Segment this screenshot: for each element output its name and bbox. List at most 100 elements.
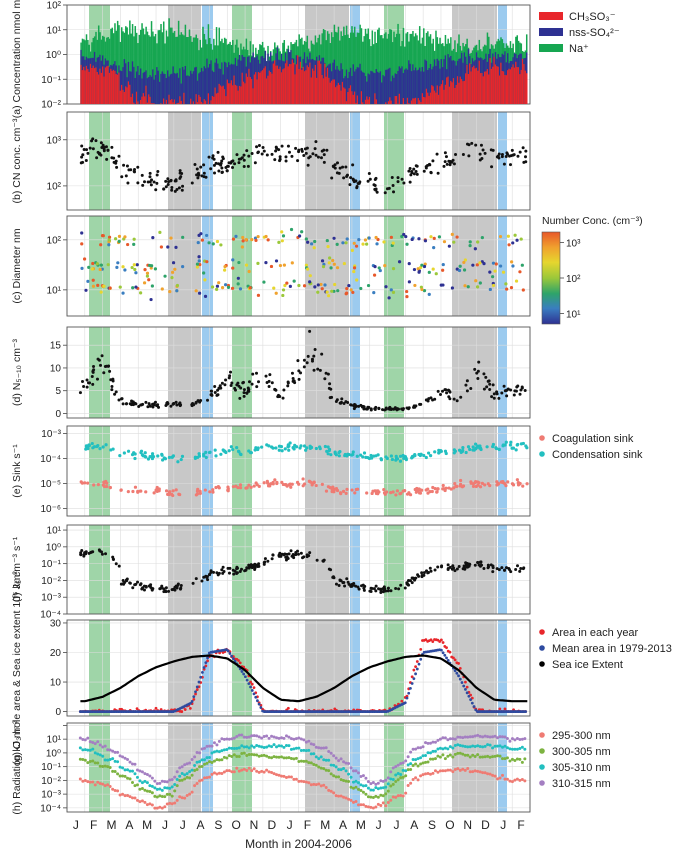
point-c-1-104 xyxy=(459,265,462,268)
bar-ch3-38 xyxy=(132,94,134,104)
point-g-1-229 xyxy=(473,705,476,708)
point-b-242 xyxy=(490,165,493,168)
bar-ch3-126 xyxy=(251,79,253,104)
point-b-304 xyxy=(320,156,323,159)
point-e-1-47 xyxy=(467,445,470,448)
bar-ch3-183 xyxy=(328,78,330,104)
ytick-label-c-0: 10¹ xyxy=(47,285,62,296)
point-c-0-35 xyxy=(361,243,364,246)
point-h-0-159 xyxy=(474,769,477,772)
bar-ch3-324 xyxy=(519,74,521,104)
point-e-0-204 xyxy=(158,487,161,490)
point-e-1-32 xyxy=(180,458,183,461)
point-c-2-37 xyxy=(102,285,105,288)
point-h-3-118 xyxy=(372,781,375,784)
point-d-80 xyxy=(86,379,89,382)
point-f-221 xyxy=(145,586,148,589)
point-e-1-72 xyxy=(144,451,147,454)
point-h-0-11 xyxy=(106,783,109,786)
bar-ch3-122 xyxy=(246,73,248,104)
point-c-1-107 xyxy=(99,268,102,271)
bar-nss-242 xyxy=(408,60,410,104)
bar-ch3-92 xyxy=(205,101,207,104)
point-b-286 xyxy=(99,154,102,157)
point-e-1-21 xyxy=(485,445,488,448)
point-h-1-45 xyxy=(191,774,194,777)
point-c-2-28 xyxy=(390,288,393,291)
bar-nss-210 xyxy=(365,76,367,104)
point-c-1-26 xyxy=(136,263,139,266)
point-f-206 xyxy=(414,577,417,580)
bar-ch3-285 xyxy=(466,65,468,104)
point-b-211 xyxy=(181,185,184,188)
point-c-0-111 xyxy=(280,230,283,233)
point-e-0-29 xyxy=(506,480,509,483)
bar-ch3-94 xyxy=(208,93,210,104)
bar-ch3-120 xyxy=(243,82,245,104)
bar-ch3-175 xyxy=(317,61,319,104)
point-h-1-156 xyxy=(466,754,469,757)
point-c-2-70 xyxy=(392,291,395,294)
bar-ch3-293 xyxy=(477,71,479,104)
point-h-3-32 xyxy=(158,782,161,785)
point-e-1-119 xyxy=(351,453,354,456)
point-h-0-34 xyxy=(163,805,166,808)
point-b-235 xyxy=(522,161,525,164)
point-c-2-44 xyxy=(297,284,300,287)
point-b-53 xyxy=(205,176,208,179)
point-f-212 xyxy=(447,568,450,571)
band-e-2 xyxy=(202,426,213,516)
bar-ch3-148 xyxy=(281,72,283,104)
point-f-84 xyxy=(104,552,107,555)
point-d-171 xyxy=(175,401,178,404)
point-d-177 xyxy=(291,372,294,375)
point-e-0-147 xyxy=(394,493,397,496)
bar-ch3-323 xyxy=(518,67,520,104)
point-c-0-84 xyxy=(118,240,121,243)
bar-nss-216 xyxy=(373,73,375,104)
point-d-298 xyxy=(325,372,328,375)
band-b-0 xyxy=(89,112,110,210)
point-h-2-102 xyxy=(332,764,335,767)
point-e-1-174 xyxy=(250,451,253,454)
point-g-1-96 xyxy=(244,675,247,678)
point-g-0-225 xyxy=(466,686,469,689)
point-b-249 xyxy=(466,143,469,146)
bar-ch3-290 xyxy=(473,66,475,104)
point-b-227 xyxy=(342,176,345,179)
point-c-2-115 xyxy=(355,278,358,281)
point-b-121 xyxy=(524,155,527,158)
bar-nss-92 xyxy=(205,68,207,104)
bar-ch3-89 xyxy=(201,102,203,104)
point-e-1-166 xyxy=(525,446,528,449)
point-b-43 xyxy=(305,152,308,155)
point-e-0-227 xyxy=(246,486,249,489)
point-e-0-1 xyxy=(253,484,256,487)
point-d-73 xyxy=(230,384,233,387)
point-e-0-128 xyxy=(382,488,385,491)
point-e-0-152 xyxy=(398,492,401,495)
point-e-1-129 xyxy=(219,453,222,456)
point-d-139 xyxy=(292,377,295,380)
point-e-1-183 xyxy=(151,452,154,455)
point-e-1-224 xyxy=(465,451,468,454)
point-h-2-30 xyxy=(153,786,156,789)
point-d-312 xyxy=(441,390,444,393)
point-e-1-227 xyxy=(160,454,163,457)
point-c-1-13 xyxy=(476,263,479,266)
point-c-1-113 xyxy=(495,262,498,265)
bar-ch3-267 xyxy=(442,80,444,104)
point-b-231 xyxy=(155,182,158,185)
point-e-1-102 xyxy=(281,449,284,452)
point-b-267 xyxy=(217,169,220,172)
point-h-2-148 xyxy=(446,747,449,750)
month-label-9: O xyxy=(232,818,241,832)
point-e-0-32 xyxy=(472,485,475,488)
bar-ch3-133 xyxy=(260,71,262,104)
band-f-0 xyxy=(89,525,110,614)
bar-ch3-258 xyxy=(430,93,432,104)
point-e-1-61 xyxy=(91,446,94,449)
bar-nss-244 xyxy=(411,71,413,104)
point-b-237 xyxy=(519,151,522,154)
